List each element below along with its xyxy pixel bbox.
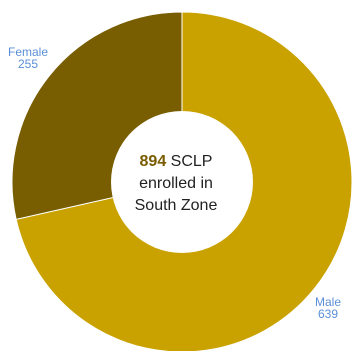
slice-label-male: Male 639: [306, 296, 350, 320]
slice-label-male-name: Male: [314, 295, 341, 309]
center-label: 894 SCLP enrolled in South Zone: [116, 151, 236, 217]
slice-label-female-name: Female: [7, 45, 48, 59]
center-line-2: enrolled in: [139, 175, 213, 192]
slice-label-male-value: 639: [317, 307, 339, 321]
donut-hole: [111, 111, 253, 253]
center-line-3: South Zone: [134, 197, 218, 214]
center-line-1: 894 SCLP: [116, 151, 236, 173]
center-line-1-rest: SCLP: [166, 153, 213, 170]
slice-label-female: Female 255: [0, 46, 56, 70]
slice-label-female-value: 255: [17, 57, 39, 71]
center-total: 894: [139, 153, 167, 170]
